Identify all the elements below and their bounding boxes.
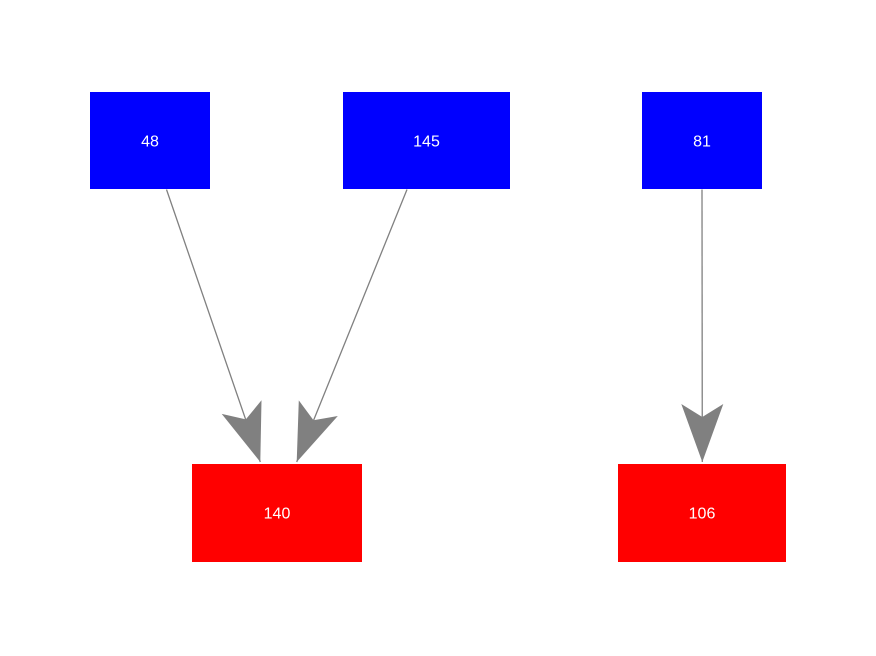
edge-group <box>165 189 724 463</box>
node-140-box <box>192 464 362 562</box>
node-106-label: 106 <box>689 506 716 523</box>
edge-48-140-line <box>165 189 261 463</box>
node-145-label: 145 <box>413 134 440 151</box>
node-group: 48 145 81 140 106 <box>90 92 786 562</box>
node-145-box <box>343 92 510 189</box>
node-106-box <box>618 464 786 562</box>
node-48-box <box>90 92 210 189</box>
node-81-label: 81 <box>693 134 711 151</box>
node-140: 140 <box>192 464 362 562</box>
arrowhead-down-icon <box>296 400 338 462</box>
arrowhead-down-icon <box>681 404 724 462</box>
node-48-label: 48 <box>141 134 159 151</box>
edge-81-106 <box>681 189 724 463</box>
arrowhead-down-icon <box>221 400 262 462</box>
node-106: 106 <box>618 464 786 562</box>
node-81-box <box>642 92 762 189</box>
node-81: 81 <box>642 92 762 189</box>
edge-145-140-line <box>296 189 408 463</box>
node-48: 48 <box>90 92 210 189</box>
edge-145-140 <box>296 189 408 463</box>
node-145: 145 <box>343 92 510 189</box>
edge-48-140 <box>165 189 262 463</box>
node-140-label: 140 <box>264 506 291 523</box>
